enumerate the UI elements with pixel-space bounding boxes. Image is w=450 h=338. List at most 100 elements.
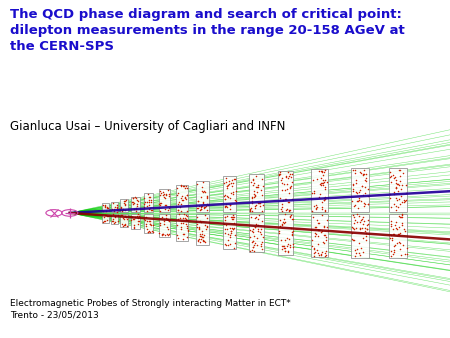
Point (232, 188, 239, 194)
Text: The QCD phase diagram and search of critical point:
dilepton measurements in the: The QCD phase diagram and search of crit… (10, 8, 405, 53)
Point (133, 197, 140, 202)
Point (284, 206, 291, 211)
Point (100, 218, 108, 224)
Point (396, 201, 404, 207)
Point (364, 217, 372, 222)
Point (224, 194, 231, 199)
Point (357, 245, 364, 251)
Point (364, 193, 371, 199)
Point (202, 227, 210, 232)
Bar (144, 214, 153, 233)
Point (401, 198, 408, 203)
Point (252, 194, 259, 199)
Bar (351, 214, 369, 258)
Point (350, 215, 357, 220)
Point (249, 182, 256, 187)
Point (194, 238, 201, 244)
Point (198, 233, 205, 239)
Point (110, 219, 117, 224)
Point (134, 215, 141, 221)
Point (352, 177, 360, 183)
Point (281, 187, 288, 193)
Point (278, 180, 285, 186)
Point (400, 199, 407, 204)
Point (398, 200, 405, 205)
Point (398, 215, 405, 220)
Point (394, 182, 401, 187)
Point (162, 232, 169, 237)
Bar (249, 214, 264, 252)
Point (275, 230, 283, 236)
Point (275, 172, 283, 177)
Point (227, 241, 234, 246)
Point (353, 225, 360, 230)
Point (392, 185, 399, 190)
Point (200, 190, 207, 195)
Point (183, 213, 190, 218)
Point (386, 196, 393, 201)
Bar (176, 185, 188, 212)
Point (181, 231, 188, 236)
Point (351, 247, 358, 252)
Point (360, 249, 367, 255)
Point (225, 238, 232, 243)
Point (227, 203, 234, 208)
Point (246, 248, 253, 254)
Point (354, 246, 361, 251)
Bar (144, 193, 153, 212)
Point (257, 226, 264, 232)
Point (135, 219, 142, 224)
Point (119, 216, 126, 221)
Point (141, 201, 148, 206)
Point (228, 230, 235, 236)
Point (311, 249, 319, 255)
Point (165, 205, 172, 211)
Point (200, 238, 207, 243)
Point (200, 205, 207, 211)
Point (133, 205, 140, 210)
Point (316, 168, 323, 174)
Point (390, 244, 397, 249)
Point (397, 252, 404, 258)
Point (109, 206, 116, 211)
Point (254, 182, 261, 188)
Point (278, 223, 285, 228)
Text: Electromagnetic Probes of Strongly interacting Matter in ECT*
Trento - 23/05/201: Electromagnetic Probes of Strongly inter… (10, 299, 291, 319)
Point (129, 201, 136, 207)
Point (203, 202, 211, 207)
Point (176, 215, 184, 220)
Point (288, 231, 296, 237)
Point (279, 221, 286, 227)
Point (229, 216, 236, 221)
Point (252, 225, 259, 230)
Point (230, 216, 237, 221)
Point (278, 188, 285, 193)
Point (276, 172, 283, 177)
Point (401, 226, 408, 232)
Point (198, 206, 205, 212)
Point (118, 213, 126, 218)
Point (148, 199, 155, 205)
Point (287, 184, 294, 190)
Point (396, 246, 404, 252)
Point (349, 198, 356, 203)
Point (352, 181, 360, 186)
Point (315, 234, 322, 239)
Point (396, 231, 404, 236)
Point (203, 195, 210, 200)
Point (355, 189, 362, 195)
Point (317, 180, 324, 185)
Point (182, 183, 189, 189)
Point (278, 243, 285, 248)
Point (195, 225, 203, 231)
Point (364, 201, 371, 207)
Point (322, 196, 329, 202)
Point (165, 191, 172, 197)
Point (397, 214, 405, 220)
Point (128, 199, 135, 205)
Point (134, 221, 141, 226)
Point (232, 198, 239, 204)
Point (361, 201, 368, 207)
Point (395, 231, 402, 236)
Point (310, 245, 317, 251)
